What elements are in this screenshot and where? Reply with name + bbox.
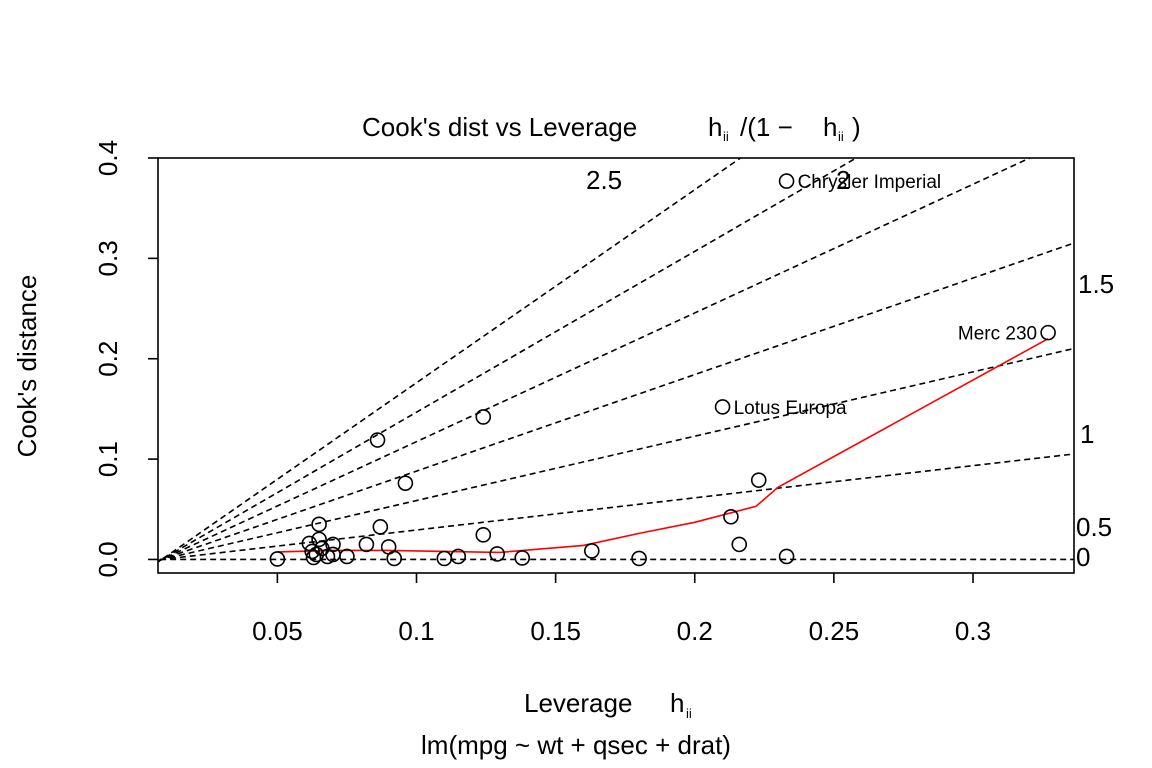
x-tick-label-2: 0.15 (530, 616, 581, 646)
y-tick-label-4: 0.4 (93, 140, 123, 176)
x-tick-label-1: 0.1 (398, 616, 434, 646)
data-point-23 (514, 550, 531, 566)
contour-line-1 (158, 453, 1074, 561)
data-point-20 (475, 409, 492, 425)
x-tick-label-0: 0.05 (252, 616, 303, 646)
data-point-31 (778, 548, 795, 565)
contour-line-2 (158, 347, 1074, 562)
data-point-2 (304, 543, 320, 560)
plot-frame (157, 157, 1075, 574)
data-points (269, 173, 1056, 567)
chart-title-formula-sub2: ii (838, 129, 844, 144)
x-axis: 0.05 0.1 0.15 0.2 0.25 0.3 (252, 573, 991, 646)
y-tick-label-1: 0.1 (93, 441, 123, 477)
data-point-26 (714, 399, 731, 415)
model-formula-subtitle: lm(mpg ~ wt + qsec + drat) (421, 730, 731, 760)
contour-label-2: 1 (1080, 419, 1094, 449)
data-point-6 (311, 531, 327, 548)
point-label-30: Chrysler Imperial (798, 172, 942, 193)
contour-label-3: 1.5 (1078, 269, 1114, 299)
data-point-27 (723, 508, 739, 525)
chart-title-formula-h2: h (823, 112, 837, 142)
y-tick-label-0: 0.0 (93, 541, 123, 577)
y-tick-label-2: 0.2 (93, 341, 123, 377)
data-point-25 (631, 550, 647, 567)
contour-line-6 (158, 158, 742, 564)
y-axis: 0.0 0.1 0.2 0.3 0.4 (93, 140, 158, 578)
data-point-9 (325, 536, 341, 553)
x-tick-label-4: 0.25 (809, 616, 860, 646)
data-point-16 (386, 550, 403, 567)
contour-labels: 00.5 1 1.5 2 2.5 (586, 165, 1114, 572)
data-point-17 (397, 475, 414, 491)
chart-title-formula-h1: h (708, 112, 722, 142)
point-label-32: Merc 230 (958, 324, 1037, 345)
contour-line-4 (158, 158, 1032, 563)
data-point-18 (436, 550, 453, 567)
smooth-trend-line (277, 337, 1049, 554)
chart-title: Cook's dist vs Leverage h ii /(1 − h ii … (362, 112, 861, 144)
point-label-26: Lotus Europa (734, 398, 847, 419)
x-axis-label: Leverage h ii (524, 688, 692, 721)
cooks-contour-lines (158, 158, 1074, 564)
data-point-21 (475, 527, 492, 543)
data-point-30 (778, 173, 795, 189)
data-point-28 (731, 536, 748, 553)
chart-title-formula-sub1: ii (723, 129, 729, 144)
data-point-13 (369, 432, 386, 448)
data-point-19 (450, 548, 467, 565)
chart-title-formula-close: ) (852, 112, 861, 142)
x-axis-label-text: Leverage (524, 688, 632, 718)
y-tick-label-3: 0.3 (93, 240, 123, 276)
data-point-24 (583, 543, 600, 559)
contour-label-5: 2.5 (586, 165, 622, 195)
contour-line-5 (158, 158, 858, 563)
point-labels: Lotus Europa Chrysler Imperial Merc 230 (734, 172, 1038, 419)
data-point-29 (750, 472, 767, 488)
contour-line-3 (158, 242, 1074, 562)
x-tick-label-3: 0.2 (677, 616, 713, 646)
contour-label-0: 0 (1076, 542, 1090, 572)
x-tick-label-5: 0.3 (955, 616, 991, 646)
x-axis-label-symbol: h (670, 688, 684, 718)
x-axis-label-sub: ii (686, 706, 692, 721)
data-point-0 (269, 551, 286, 567)
data-point-12 (358, 536, 375, 553)
data-point-32 (1040, 324, 1056, 341)
data-point-4 (308, 546, 325, 563)
data-point-11 (339, 548, 355, 565)
chart-title-formula-middle: /(1 − (740, 112, 793, 142)
contour-label-1: 0.5 (1076, 512, 1112, 542)
data-point-14 (372, 519, 389, 535)
data-point-5 (311, 516, 327, 533)
contour-label-4: 2 (836, 165, 850, 195)
y-axis-label: Cook's distance (12, 275, 42, 458)
data-point-22 (489, 546, 505, 562)
chart-title-text: Cook's dist vs Leverage (362, 112, 637, 142)
